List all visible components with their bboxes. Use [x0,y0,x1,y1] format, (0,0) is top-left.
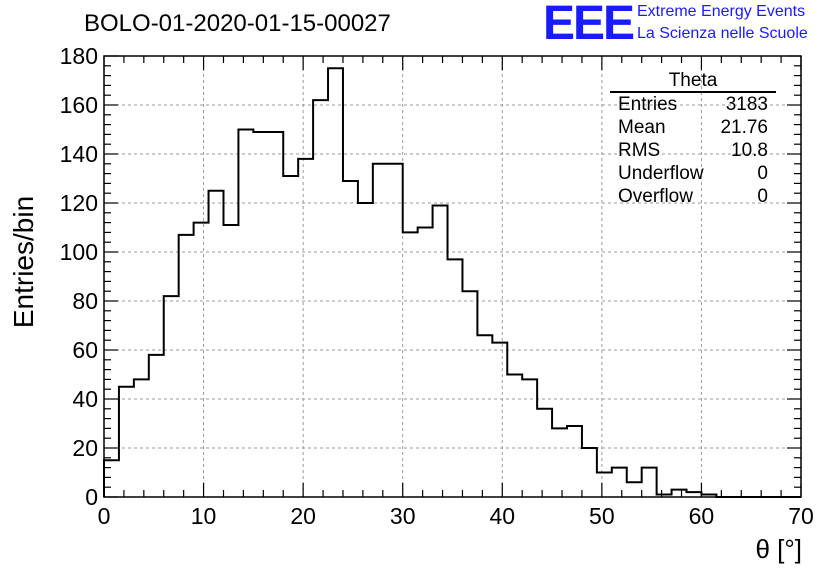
stats-label: Overflow [618,186,693,207]
plot-frame [103,55,802,498]
logo-line-2: La Scienza nelle Scuole [637,25,808,42]
y-tick-label: 160 [60,92,98,118]
stats-row: RMS 10.8 [610,139,776,162]
stats-row: Overflow 0 [610,185,776,208]
stats-value: 10.8 [731,140,768,161]
y-tick-label: 120 [60,190,98,216]
stats-box: Theta Entries 3183 Mean 21.76 RMS 10.8 U… [610,70,776,208]
x-tick-label: 60 [689,503,715,529]
y-tick-label: 80 [72,288,98,314]
y-tick-label: 180 [60,43,98,69]
histogram-series [103,67,801,498]
x-tick-label: 40 [489,503,515,529]
y-tick-label: 0 [85,484,98,510]
x-axis-label: θ [°] [755,534,802,564]
stats-label: Mean [618,117,666,138]
stats-label: RMS [618,140,661,161]
stats-title: Theta [610,70,776,93]
chart-title: BOLO-01-2020-01-15-00027 [84,10,391,37]
x-tick-label: 50 [589,503,615,529]
stats-row: Entries 3183 [610,93,776,116]
x-tick-label: 0 [98,503,111,529]
y-tick-label: 20 [72,435,98,461]
stats-value: 0 [757,163,768,184]
x-tick-label: 30 [390,503,416,529]
stats-label: Underflow [618,163,704,184]
y-tick-label: 100 [60,239,98,265]
y-tick-label: 40 [72,386,98,412]
eee-logo: EEE [543,0,635,50]
stats-value: 3183 [725,94,768,115]
y-tick-label: 140 [60,141,98,167]
stats-value: 21.76 [720,117,768,138]
y-tick-label: 60 [72,337,98,363]
x-tick-label: 20 [290,503,316,529]
logo-line-1: Extreme Energy Events [637,3,806,20]
stats-value: 0 [757,186,768,207]
x-tick-label: 70 [788,503,814,529]
x-tick-label: 10 [191,503,217,529]
stats-row: Underflow 0 [610,162,776,185]
stats-row: Mean 21.76 [610,116,776,139]
stats-label: Entries [618,94,678,115]
y-axis-label: Entries/bin [8,195,39,329]
